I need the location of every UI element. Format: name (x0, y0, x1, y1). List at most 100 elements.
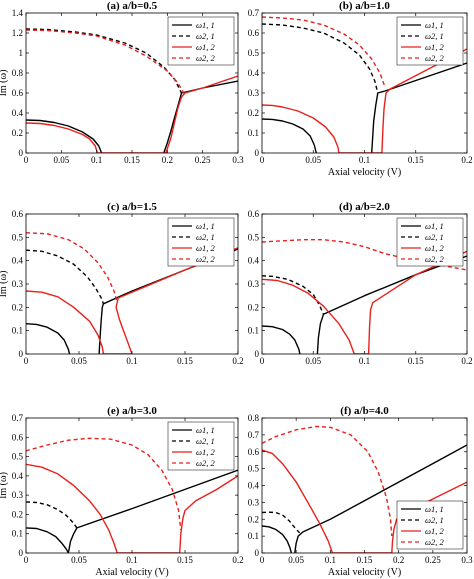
legend-label: ω2, 1 (196, 232, 215, 242)
y-axis-label: Im (ω) (0, 472, 9, 499)
x-tick-label: 0.3 (461, 555, 473, 565)
x-axis-label: Axial velocity (V) (328, 567, 401, 578)
series-line (262, 525, 293, 553)
series-line (26, 247, 238, 354)
legend-label: ω1, 1 (425, 20, 444, 30)
series-line (26, 463, 238, 553)
legend-label: ω2, 2 (196, 458, 216, 468)
y-tick-label: 0.3 (248, 279, 260, 289)
x-tick-label: 0 (260, 155, 265, 165)
y-tick-label: 1 (19, 48, 24, 58)
x-tick-label: 0.05 (305, 356, 321, 366)
y-tick-label: 0.5 (248, 464, 260, 474)
x-tick-label: 0 (24, 155, 29, 165)
y-tick-label: 0.1 (248, 326, 259, 336)
x-tick-label: 0.15 (124, 155, 140, 165)
y-tick-label: 0 (19, 548, 24, 558)
legend-label: ω1, 2 (196, 447, 216, 457)
legend-label: ω2, 1 (196, 31, 215, 41)
y-tick-label: 0.4 (12, 108, 24, 118)
series-line (262, 275, 325, 315)
series-line (262, 325, 301, 354)
x-tick-label: 0.2 (461, 155, 472, 165)
y-tick-label: 0.1 (248, 128, 259, 138)
x-tick-label: 0.2 (162, 155, 173, 165)
x-tick-label: 0.1 (126, 555, 137, 565)
legend-label: ω1, 1 (425, 504, 444, 514)
series-line (163, 80, 238, 153)
series-line (26, 323, 71, 354)
curves (262, 239, 467, 354)
legend: ω1, 1ω2, 1ω1, 2ω2, 2 (396, 217, 464, 267)
legend: ω1, 1ω2, 1ω1, 2ω2, 2 (167, 217, 235, 267)
legend-label: ω1, 2 (425, 42, 445, 52)
chart-title: (e) a/b=3.0 (107, 405, 157, 417)
series-line (26, 249, 105, 305)
panel-2: (b) a/b=1.0 0 0.05 0.1 0.15 0.2 0 0.1 0.2 0.3 0.4 0… (248, 0, 473, 178)
y-tick-label: 0 (19, 148, 24, 158)
y-tick-label: 0.1 (12, 326, 23, 336)
y-tick-label: 0 (255, 349, 260, 359)
y-tick-label: 0.1 (12, 529, 23, 539)
x-tick-label: 0.15 (177, 356, 193, 366)
legend: ω1, 1ω2, 1ω1, 2ω2, 2 (167, 16, 235, 66)
series-line (26, 119, 103, 153)
y-tick-label: 0.4 (248, 256, 260, 266)
y-tick-label: 0.6 (248, 447, 260, 457)
legend: ω1, 1ω2, 1ω1, 2ω2, 2 (396, 500, 464, 550)
panel-3: (c) a/b=1.5 0 0.05 0.1 0.15 0.2 0 0.1 0.2 0.3 0.4 0… (0, 201, 244, 366)
y-tick-label: 0.2 (12, 302, 23, 312)
y-tick-label: 0.6 (248, 209, 260, 219)
chart-title: (a) a/b=0.5 (107, 0, 158, 12)
x-tick-label: 0 (24, 356, 29, 366)
panel-1: (a) a/b=0.5 0 0.05 0.1 0.15 0.2 0.25 0.3 0 0.2 0.4… (0, 0, 244, 165)
series-line (294, 444, 467, 553)
legend-label: ω2, 2 (425, 53, 445, 63)
x-tick-label: 0.15 (408, 356, 424, 366)
y-axis-label: Im (ω) (0, 70, 9, 97)
x-tick-label: 0.2 (461, 356, 472, 366)
y-tick-label: 0 (255, 148, 260, 158)
x-axis-label: Axial velocity (V) (328, 167, 401, 178)
x-tick-label: 0.1 (126, 356, 137, 366)
y-tick-label: 0.6 (12, 432, 24, 442)
y-tick-label: 0.2 (12, 509, 23, 519)
legend-label: ω1, 1 (425, 221, 444, 231)
y-tick-label: 0.2 (248, 302, 259, 312)
x-tick-label: 0.1 (359, 356, 370, 366)
series-line (262, 250, 467, 354)
y-tick-label: 0.3 (248, 88, 260, 98)
x-tick-label: 0.2 (393, 555, 404, 565)
x-tick-label: 0.05 (305, 155, 321, 165)
legend-label: ω1, 2 (196, 243, 216, 253)
series-line (26, 437, 182, 530)
x-tick-label: 0.2 (232, 555, 243, 565)
legend-label: ω1, 2 (425, 243, 445, 253)
y-tick-label: 0.6 (12, 209, 24, 219)
chart-title: (d) a/b=2.0 (339, 201, 390, 213)
panel-5: (e) a/b=3.0 0 0.05 0.1 0.15 0.2 0 0.1 0.2 0.3 0.4 0… (0, 405, 244, 578)
series-line (371, 62, 467, 153)
x-tick-label: 0 (260, 356, 265, 366)
legend-label: ω2, 2 (196, 53, 216, 63)
series-line (26, 527, 70, 553)
curves (262, 16, 467, 153)
legend-label: ω2, 2 (425, 254, 445, 264)
chart-title: (b) a/b=1.0 (339, 0, 390, 12)
legend-label: ω2, 1 (425, 232, 444, 242)
x-tick-label: 0.3 (232, 155, 244, 165)
y-tick-label: 0.2 (12, 128, 23, 138)
panel-4: (d) a/b=2.0 0 0.05 0.1 0.15 0.2 0 0.1 0.2 0.3 0.4 0… (248, 201, 473, 366)
chart-title: (c) a/b=1.5 (107, 201, 157, 213)
curves (26, 437, 238, 553)
x-axis-label: Axial velocity (V) (95, 567, 168, 578)
x-tick-label: 0 (260, 555, 265, 565)
legend: ω1, 1ω2, 1ω1, 2ω2, 2 (396, 16, 464, 66)
panel-6: (f) a/b=4.0 0 0.05 0.1 0.15 0.2 0.25 0.3 0 0.1 0.2… (248, 405, 473, 578)
series-line (26, 75, 238, 153)
x-tick-label: 0.15 (357, 555, 373, 565)
series-line (316, 255, 467, 354)
y-tick-label: 0.8 (248, 413, 260, 423)
y-tick-label: 0.2 (248, 108, 259, 118)
